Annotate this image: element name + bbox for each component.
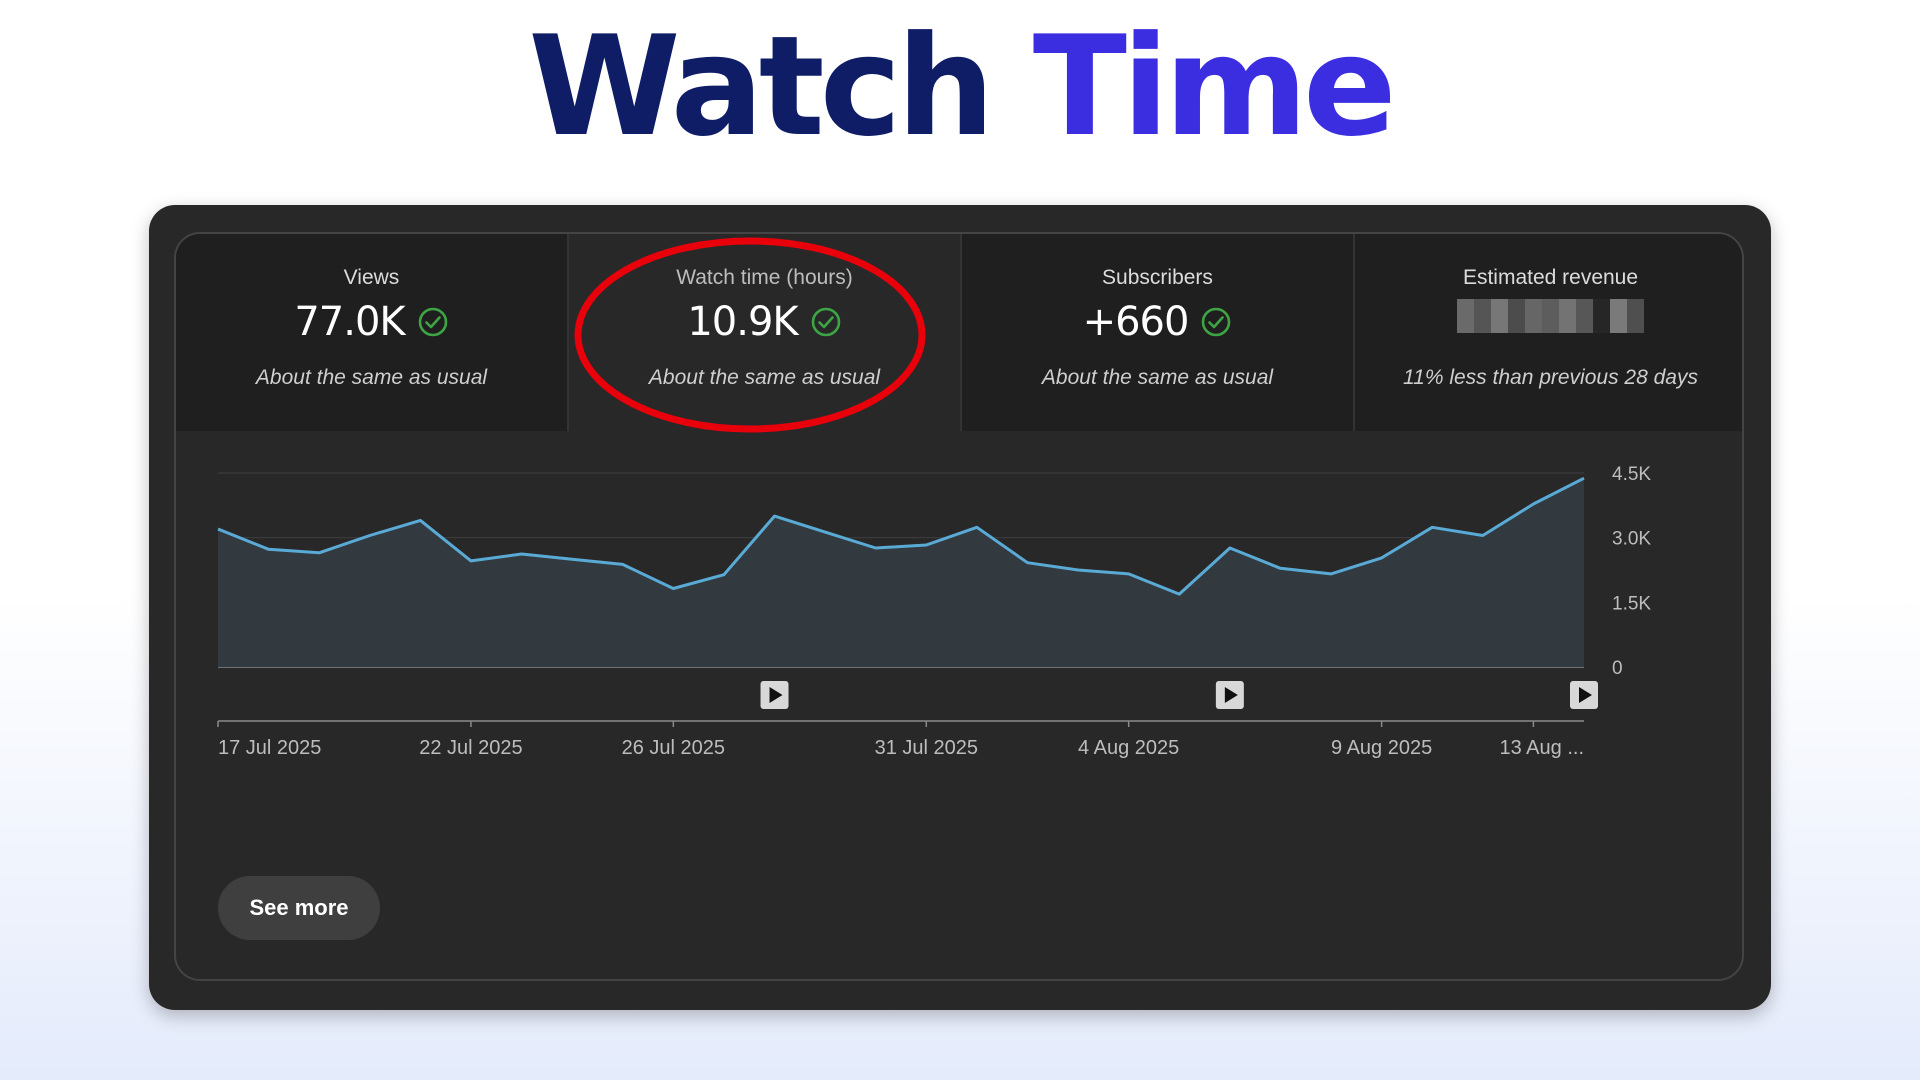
see-more-button[interactable]: See more: [218, 876, 380, 940]
x-tick-label: 4 Aug 2025: [1078, 737, 1179, 759]
tab-value: 77.0K: [294, 299, 405, 345]
play-icon: [769, 687, 783, 703]
tab-note: About the same as usual: [648, 366, 881, 389]
x-tick-label: 13 Aug ...: [1499, 737, 1584, 759]
tab-watch-time[interactable]: Watch time (hours) 10.9K About the same …: [569, 234, 962, 431]
tab-note: About the same as usual: [255, 366, 488, 389]
check-circle-icon: [418, 307, 447, 337]
tab-label: Views: [343, 266, 400, 289]
check-circle-icon: [1202, 307, 1231, 337]
play-icon: [1224, 687, 1238, 703]
tab-value: +660: [1082, 299, 1190, 345]
y-tick-label: 4.5K: [1612, 464, 1651, 485]
y-tick-label: 0: [1612, 658, 1623, 679]
headline-title: Watch Time: [0, 18, 1920, 156]
series-line: [217, 476, 1585, 596]
x-tick-label: 17 Jul 2025: [218, 737, 321, 759]
headline-word-watch: Watch: [528, 6, 994, 167]
x-tick-label: 22 Jul 2025: [419, 737, 522, 759]
tab-note: 11% less than previous 28 days: [1403, 366, 1698, 389]
tab-estimated-revenue[interactable]: Estimated revenue 11% less than previous…: [1355, 234, 1742, 431]
y-tick-label: 1.5K: [1612, 593, 1651, 614]
tab-subscribers[interactable]: Subscribers +660 About the same as usual: [962, 234, 1355, 431]
x-tick-label: 9 Aug 2025: [1331, 737, 1432, 759]
redacted-value: [1457, 299, 1644, 333]
series-area: [218, 478, 1584, 667]
tab-note: About the same as usual: [1041, 366, 1274, 389]
x-tick-label: 26 Jul 2025: [622, 737, 725, 759]
tab-views[interactable]: Views 77.0K About the same as usual: [176, 234, 569, 431]
tab-label: Estimated revenue: [1462, 266, 1639, 289]
metric-tabs: Views 77.0K About the same as usual Watc…: [176, 234, 1742, 431]
watch-time-chart: 4.5K 3.0K 1.5K 0 17 Jul 2025 22 Jul 2025 26 Ju…: [217, 464, 1651, 759]
analytics-card: Views 77.0K About the same as usual Watc…: [174, 232, 1744, 981]
play-icon: [1579, 687, 1592, 703]
headline-word-time: Time: [1032, 6, 1397, 167]
y-tick-label: 3.0K: [1612, 529, 1651, 550]
tab-value: 10.9K: [687, 299, 798, 345]
tab-label: Watch time (hours): [676, 266, 853, 289]
analytics-window: Views 77.0K About the same as usual Watc…: [149, 205, 1771, 1010]
check-circle-icon: [811, 307, 840, 337]
tab-label: Subscribers: [1102, 266, 1213, 289]
x-tick-label: 31 Jul 2025: [875, 737, 978, 759]
